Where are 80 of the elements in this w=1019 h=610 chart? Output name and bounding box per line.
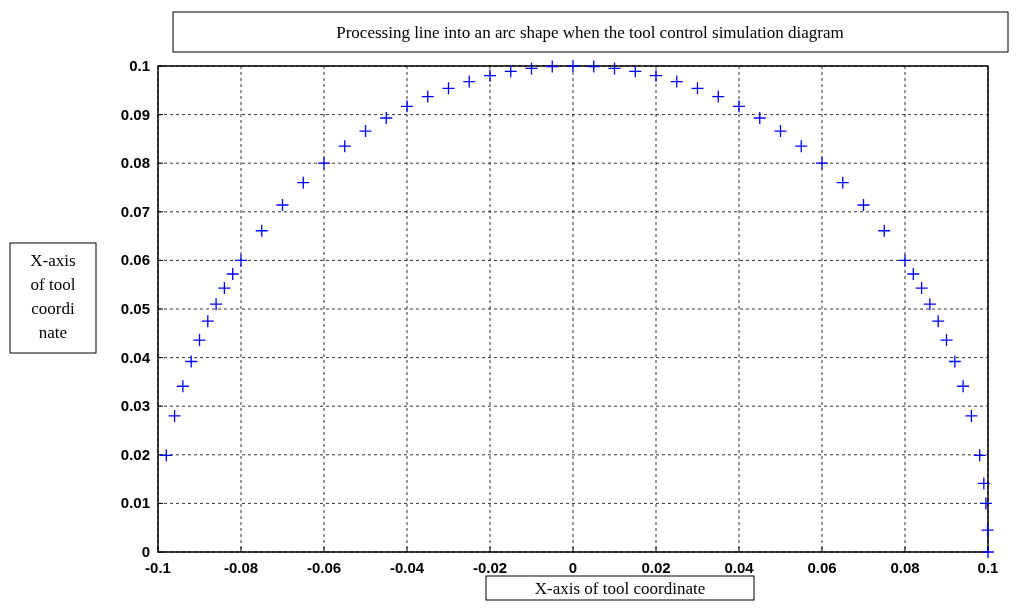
point <box>836 175 850 190</box>
point <box>948 354 962 369</box>
point <box>421 89 435 104</box>
point <box>773 124 788 138</box>
point <box>794 139 808 153</box>
point <box>690 81 705 96</box>
point <box>607 61 622 76</box>
x-tick-label: 0 <box>568 559 578 576</box>
y-tick-label: 0.08 <box>120 154 150 172</box>
point <box>877 224 891 238</box>
y-tick-label: 0 <box>141 543 150 560</box>
point <box>923 297 937 311</box>
point <box>441 81 456 96</box>
y-tick-label: 0.09 <box>120 105 150 123</box>
y-tick-label: 0.04 <box>120 348 151 366</box>
point <box>856 198 871 212</box>
x-tick-label: 0.02 <box>641 559 671 576</box>
chart-title: Processing line into an arc shape when the tool control simulation diagram <box>336 23 844 42</box>
point <box>209 297 223 311</box>
y-tick-label: 0.02 <box>120 445 150 463</box>
x-axis-title: X-axis of tool coordinate <box>534 579 706 598</box>
y-tick-label: 0.03 <box>120 397 150 415</box>
point <box>753 111 767 125</box>
y-tick-label: 0.05 <box>120 300 150 317</box>
point <box>379 111 393 125</box>
point <box>400 99 414 113</box>
point <box>192 333 207 347</box>
point <box>587 59 601 74</box>
point <box>462 74 476 89</box>
point <box>255 224 269 238</box>
y-tick-label: 0.1 <box>129 57 150 74</box>
point <box>732 99 746 113</box>
point <box>628 64 642 78</box>
x-tick-label: 0.08 <box>890 559 920 576</box>
x-tick-label: -0.04 <box>389 559 425 576</box>
x-tick-label: -0.08 <box>223 559 259 576</box>
point <box>906 267 920 281</box>
point <box>973 448 987 462</box>
point <box>184 354 198 369</box>
y-axis-title: X-axis of tool coordinate <box>30 251 76 342</box>
x-tick-label: -0.06 <box>306 559 342 576</box>
x-tick-label: 0.06 <box>807 559 837 576</box>
y-tick-label: 0.06 <box>120 251 150 269</box>
point <box>167 409 182 423</box>
y-tick-label: 0.01 <box>120 494 150 512</box>
point <box>504 64 518 78</box>
x-tick-label: -0.02 <box>472 559 508 576</box>
point <box>979 496 993 511</box>
point <box>670 74 684 89</box>
point <box>956 379 970 393</box>
point <box>317 156 331 170</box>
point <box>566 59 580 73</box>
point <box>980 523 995 537</box>
point <box>545 59 559 74</box>
point <box>711 89 725 104</box>
point <box>914 281 929 295</box>
point <box>226 267 240 281</box>
point <box>815 156 829 170</box>
point <box>977 476 991 491</box>
point <box>176 379 190 393</box>
point <box>931 314 945 328</box>
point <box>296 175 310 190</box>
point <box>964 409 979 423</box>
point <box>201 314 215 328</box>
point <box>898 253 912 268</box>
point <box>275 198 290 212</box>
point <box>939 333 954 347</box>
point <box>358 124 373 138</box>
x-tick-label: 0.04 <box>724 559 755 576</box>
point <box>483 69 497 83</box>
point <box>159 448 173 462</box>
y-tick-label: 0.07 <box>120 202 150 220</box>
point <box>217 281 232 295</box>
x-tick-label: 0.1 <box>977 559 999 576</box>
point <box>234 253 248 268</box>
point <box>981 545 995 559</box>
point <box>524 61 539 76</box>
point <box>338 139 352 153</box>
x-tick-label: -0.1 <box>145 559 171 576</box>
point <box>649 69 663 83</box>
